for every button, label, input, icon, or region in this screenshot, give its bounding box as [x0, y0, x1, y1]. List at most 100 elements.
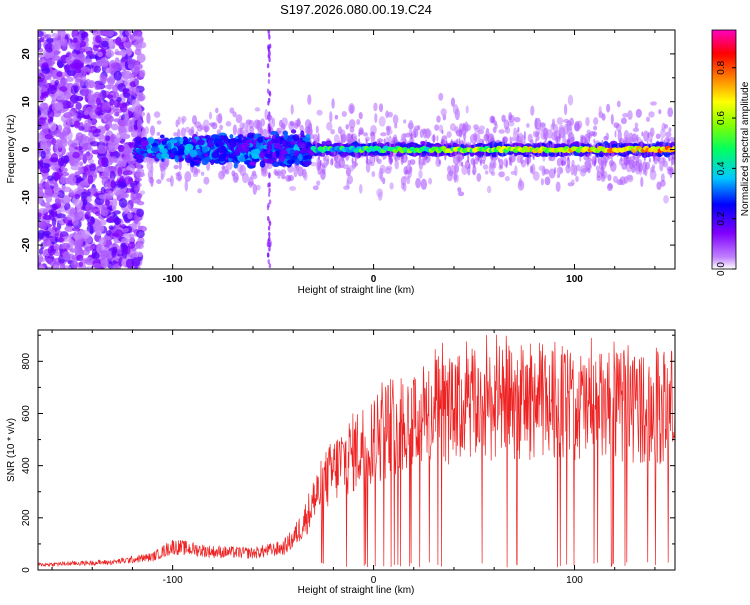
spectrogram-cell — [620, 117, 627, 125]
spectrogram-cell — [38, 183, 45, 190]
spectrogram-cell — [219, 124, 223, 131]
spectrogram-cell — [600, 165, 605, 177]
spectrogram-cell — [78, 161, 84, 167]
spectrogram-cell — [558, 124, 565, 135]
spectrogram-cell — [603, 135, 608, 141]
spectrogram-cell — [123, 228, 130, 233]
spectrogram-cell — [138, 41, 147, 49]
spectrogram-cell — [508, 112, 513, 121]
spectrogram-cell — [156, 120, 162, 125]
spectrogram-cell — [182, 139, 189, 146]
spectrogram-cell — [606, 183, 613, 192]
spectrogram-cell — [87, 174, 94, 185]
spectrogram-cell — [79, 122, 84, 127]
spectrogram-cell — [38, 39, 42, 50]
spectrogram-cell — [54, 102, 64, 111]
spectrogram-cell — [46, 37, 54, 44]
spectrogram-cell — [283, 132, 288, 141]
spectrogram-cell — [103, 101, 112, 111]
spectrogram-cell — [268, 246, 271, 252]
spectrogram-cell — [321, 162, 328, 168]
spectrogram-cell — [66, 125, 71, 134]
spectrogram-cell — [346, 179, 350, 189]
spectrogram-cell — [570, 179, 575, 185]
spectrogram-cell — [54, 90, 65, 101]
spectrogram-cell — [117, 166, 123, 177]
spectrogram-cell — [137, 32, 143, 37]
spectrogram-cell — [585, 116, 590, 127]
spectrogram-cell — [69, 94, 80, 104]
spectrogram-cell — [49, 157, 59, 163]
spectrogram-cell — [267, 140, 274, 146]
spectrogram-cell — [436, 115, 441, 123]
spectrogram-cell — [38, 72, 45, 83]
spectrogram-cell — [169, 139, 178, 144]
spectrogram-cell — [62, 251, 71, 261]
spectrogram-cell — [288, 174, 295, 182]
spectrogram-cell — [544, 176, 551, 186]
spectrogram-cell — [84, 126, 91, 132]
spectrogram-cell — [54, 79, 60, 85]
spectrogram-cell — [124, 30, 132, 36]
spectrogram-cell — [438, 92, 444, 101]
spectrogram-cell — [51, 32, 58, 38]
spectrogram-cell — [326, 121, 333, 131]
spectrogram-cell — [54, 198, 62, 205]
spectrogram-cell — [132, 87, 140, 94]
spectrogram-cell — [102, 76, 108, 82]
spectrogram-cell — [39, 159, 44, 168]
spectrogram-cell — [137, 114, 142, 125]
spectrogram-cell — [415, 177, 422, 189]
spectrogram-cell — [75, 102, 82, 111]
spectrogram-cell — [146, 112, 151, 124]
spectrogram-cell — [130, 191, 135, 202]
spectrogram-cell — [58, 132, 65, 139]
spectrogram-cell — [105, 230, 112, 237]
spectrogram-cell — [226, 161, 233, 171]
spectrogram-cell — [476, 173, 482, 182]
spectrogram-cell — [100, 186, 106, 195]
spectrogram-cell — [617, 130, 622, 142]
spectrogram-cell — [89, 163, 96, 172]
spectrogram-cell — [189, 160, 195, 168]
spectrogram-cell — [74, 42, 81, 51]
spectrogram-cell — [42, 34, 49, 39]
spectrogram-cell — [289, 186, 297, 191]
spectrogram-cell — [562, 133, 566, 146]
spectrogram-cell — [42, 230, 51, 236]
spectrogram-cell — [38, 208, 48, 214]
spectrogram-cell — [94, 82, 101, 91]
spectrogram-cell — [40, 165, 50, 174]
spectrogram-cell — [213, 159, 220, 164]
spectrogram-cell — [385, 110, 389, 119]
spectrogram-cell — [225, 121, 232, 127]
spectrogram-cell — [73, 120, 81, 129]
spectrogram-cell — [665, 131, 672, 138]
spectrogram-cell — [251, 153, 260, 160]
spectrogram-cell — [144, 126, 149, 135]
spectrogram-cell — [320, 168, 326, 181]
spectrogram-cell — [123, 247, 128, 255]
spectrogram-cell — [89, 141, 100, 147]
spectrogram-cell — [492, 152, 498, 158]
spectrogram-cell — [53, 184, 59, 189]
spectrogram-cell — [128, 253, 138, 258]
spectrogram-cell — [656, 181, 662, 190]
spectrogram-cell — [267, 225, 271, 231]
spectrogram-cell — [631, 167, 635, 174]
spectrogram-cell — [254, 148, 261, 155]
spectrogram-cell — [175, 172, 180, 177]
spectrogram-cell — [48, 121, 57, 132]
spectrogram-cell — [173, 164, 179, 170]
figure-title: S197.2026.080.00.19.C24 — [280, 2, 432, 17]
spectrogram-cell — [63, 155, 70, 165]
spectrogram-cell — [136, 53, 146, 63]
spectrogram-cell — [38, 212, 42, 218]
spectrogram-cell — [663, 124, 669, 129]
spectrogram-cell — [498, 171, 505, 178]
spectrogram-cell — [501, 114, 506, 123]
spectrogram-cell — [268, 187, 271, 193]
